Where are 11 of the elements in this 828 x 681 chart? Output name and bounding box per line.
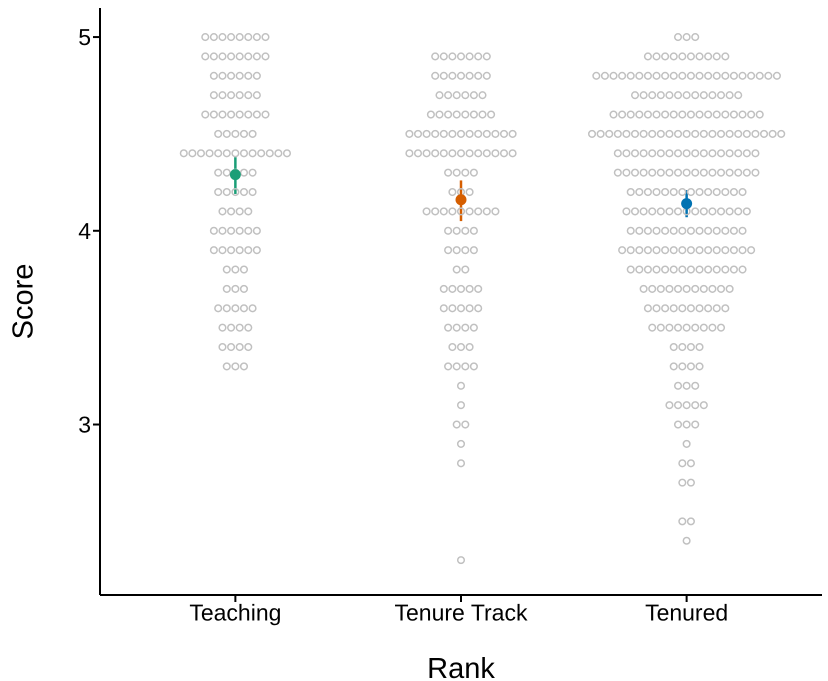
- x-tick-label: Tenure Track: [394, 599, 528, 626]
- y-tick-label: 4: [78, 218, 92, 244]
- x-axis-title: Rank: [427, 653, 496, 681]
- point: [681, 198, 692, 210]
- y-tick-label: 5: [78, 24, 91, 50]
- point: [456, 194, 466, 206]
- x-tick-label: Teaching: [189, 599, 282, 626]
- point: [230, 169, 241, 180]
- y-tick-label: 3: [78, 412, 91, 438]
- y-axis-title: Score: [7, 264, 40, 340]
- x-tick-label: Tenured: [645, 599, 728, 626]
